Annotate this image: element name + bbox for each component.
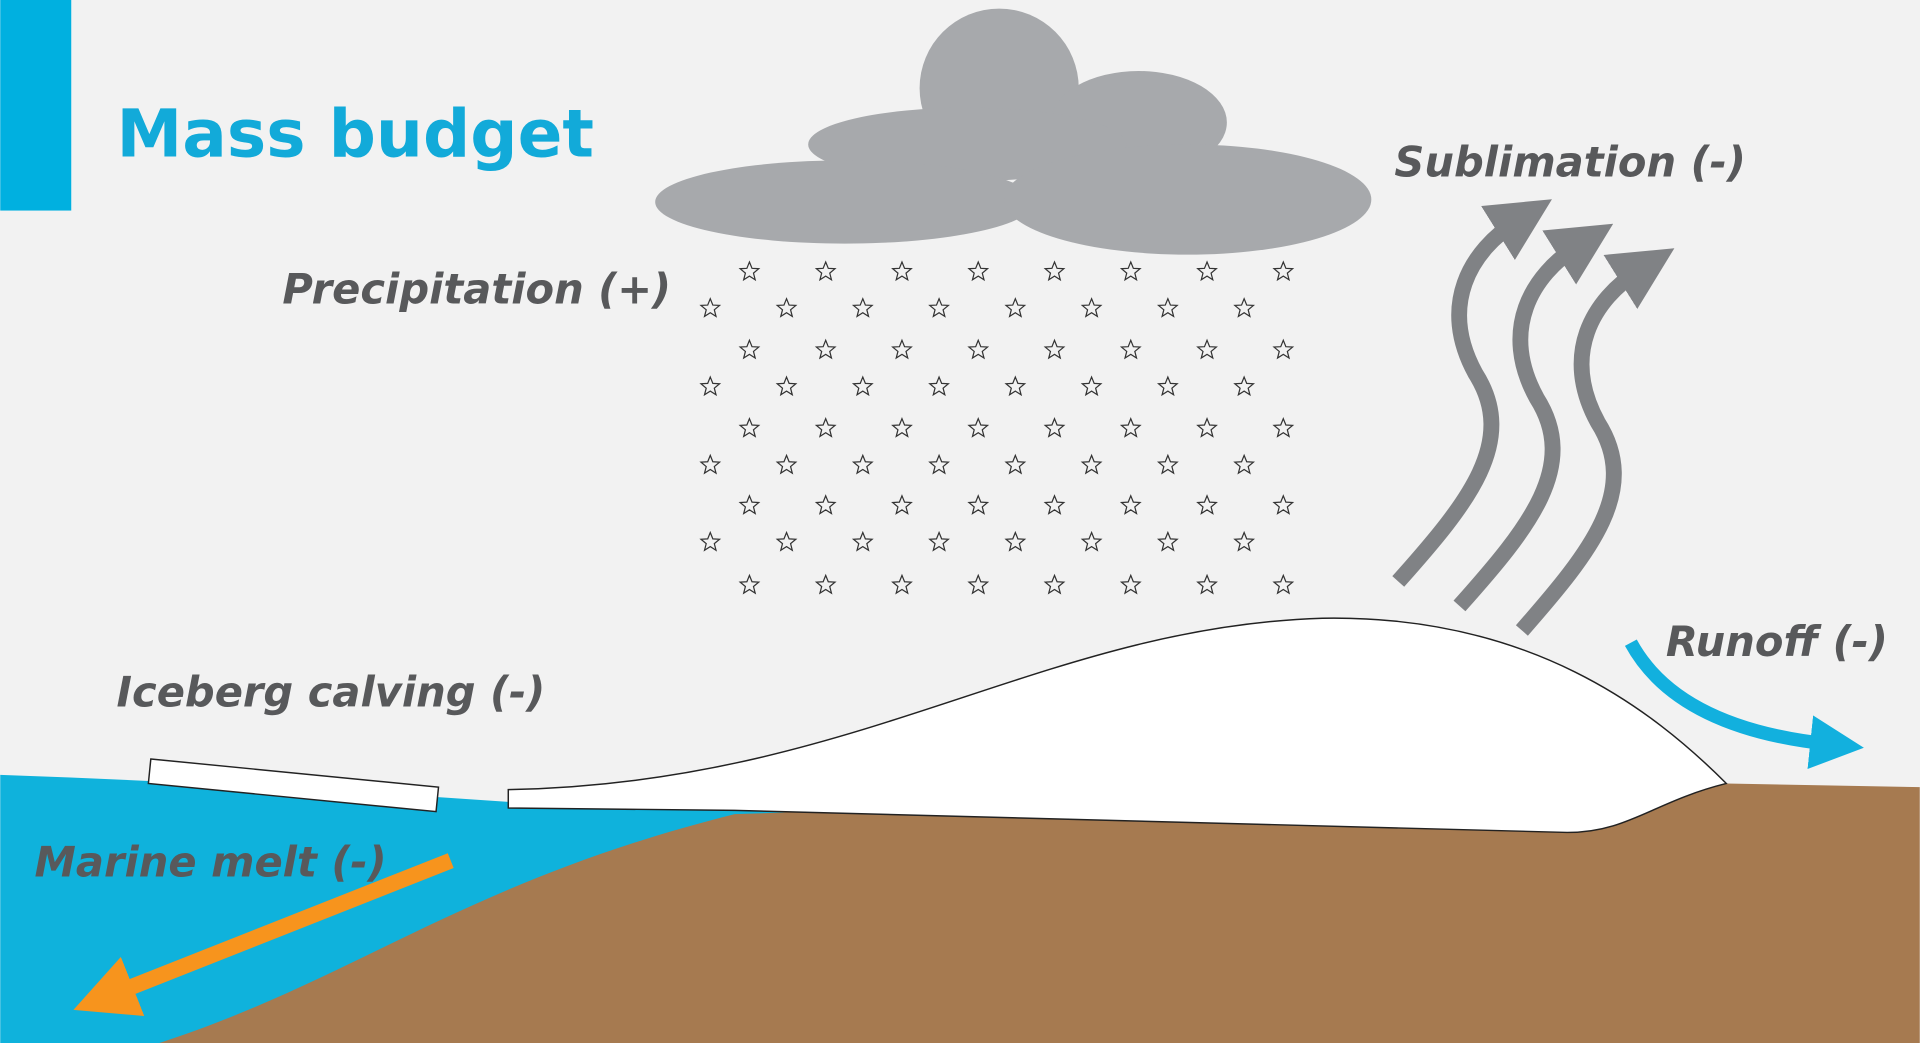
snowflake xyxy=(928,453,950,475)
snowflake xyxy=(1080,375,1103,397)
snowflake xyxy=(814,260,837,282)
snowflake xyxy=(1233,530,1256,552)
snowflake xyxy=(1080,530,1103,552)
sublimation-arrows xyxy=(1392,199,1675,636)
snowflake xyxy=(814,338,837,360)
snowflake xyxy=(967,494,990,515)
snowflake xyxy=(1156,297,1179,318)
snowflake xyxy=(738,573,761,595)
snowflake xyxy=(699,453,722,475)
snowflake xyxy=(814,417,837,438)
snowflake xyxy=(928,375,950,397)
snowflake xyxy=(891,417,913,438)
ice-sheet xyxy=(507,617,1728,834)
snowflake xyxy=(1272,573,1295,595)
snowflake xyxy=(1004,297,1027,318)
snowflake xyxy=(1196,417,1218,438)
snowflake xyxy=(967,573,990,595)
snowflake xyxy=(967,260,990,282)
snowflake xyxy=(891,494,913,515)
runoff-label: Runoff (-) xyxy=(1666,617,1888,666)
snowflake xyxy=(699,375,722,397)
snowflake xyxy=(851,530,874,552)
title-bar xyxy=(0,0,72,211)
snowflake xyxy=(814,573,837,595)
snowflake xyxy=(967,417,990,438)
snowflake xyxy=(1196,338,1218,360)
snowflake xyxy=(1080,297,1103,318)
snowflake xyxy=(1156,530,1179,552)
snowflake xyxy=(1272,260,1295,282)
iceberg xyxy=(147,758,440,813)
snowflake xyxy=(1043,494,1066,515)
snowflake xyxy=(1080,453,1103,475)
snowflake xyxy=(775,375,798,397)
snowflake xyxy=(851,297,874,318)
precipitation-label: Precipitation (+) xyxy=(282,265,671,314)
snowflake xyxy=(1233,453,1256,475)
snowflake xyxy=(1233,297,1256,318)
title: Mass budget xyxy=(117,96,594,173)
runoff-arrow xyxy=(1624,639,1864,769)
snowflake xyxy=(1119,260,1142,282)
snowflake xyxy=(1004,375,1027,397)
snowflake xyxy=(775,453,798,475)
snowflake xyxy=(1196,260,1218,282)
iceberg-calving-label: Iceberg calving (-) xyxy=(117,667,546,716)
snowflake xyxy=(891,260,913,282)
snowflake xyxy=(1004,453,1027,475)
snowflake xyxy=(1119,494,1142,515)
snowflake xyxy=(738,260,761,282)
snowflake xyxy=(1043,338,1066,360)
ground xyxy=(159,783,1920,1043)
snowflakes xyxy=(699,260,1295,595)
snowflake xyxy=(738,338,761,360)
snowflake xyxy=(1043,417,1066,438)
snowflake xyxy=(1043,573,1066,595)
snowflake xyxy=(891,338,913,360)
snowflake xyxy=(851,375,874,397)
snowflake xyxy=(1196,494,1218,515)
snowflake xyxy=(928,297,950,318)
snowflake xyxy=(738,494,761,515)
snowflake xyxy=(1156,453,1179,475)
marine-melt-arrow xyxy=(73,853,454,1017)
snowflake xyxy=(928,530,950,552)
snowflake xyxy=(1196,573,1218,595)
snowflake xyxy=(851,453,874,475)
snowflake xyxy=(1272,338,1295,360)
snowflake xyxy=(1272,494,1295,515)
snowflake xyxy=(738,417,761,438)
marine-melt-label: Marine melt (-) xyxy=(35,838,387,887)
snowflake xyxy=(1119,338,1142,360)
snowflake xyxy=(891,573,913,595)
snowflake xyxy=(1119,417,1142,438)
snowflake xyxy=(1004,530,1027,552)
snowflake xyxy=(1119,573,1142,595)
snowflake xyxy=(699,530,722,552)
snowflake xyxy=(1043,260,1066,282)
snowflake xyxy=(699,297,722,318)
snowflake xyxy=(814,494,837,515)
snowflake xyxy=(1156,375,1179,397)
snowflake xyxy=(967,338,990,360)
snowflake xyxy=(1272,417,1295,438)
sublimation-label: Sublimation (-) xyxy=(1394,137,1746,186)
cloud xyxy=(655,8,1372,255)
snowflake xyxy=(775,530,798,552)
snowflake xyxy=(1233,375,1256,397)
snowflake xyxy=(775,297,798,318)
